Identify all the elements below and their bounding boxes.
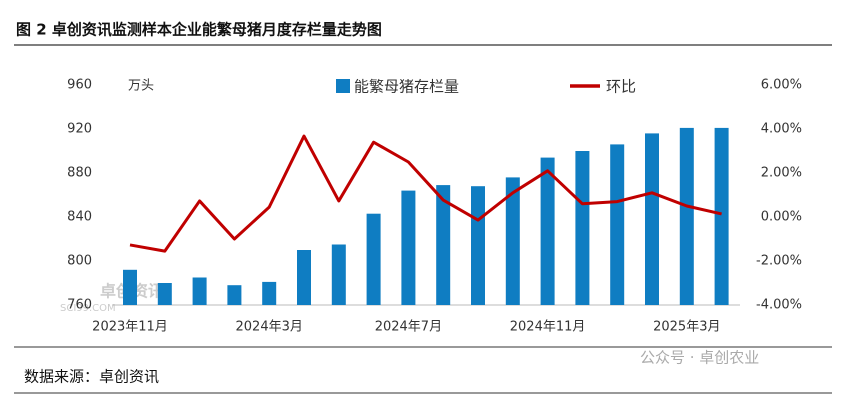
y2-tick-label: 4.00% — [761, 122, 802, 137]
bar — [262, 281, 277, 305]
bar — [192, 277, 207, 305]
legend-label: 环比 — [606, 78, 636, 96]
legend-label: 能繁母猪存栏量 — [354, 78, 459, 96]
x-tick-label: 2024年3月 — [236, 320, 303, 335]
chart-title: 图 2 卓创资讯监测样本企业能繁母猪月度存栏量走势图 — [16, 21, 382, 39]
y2-tick-label: 2.00% — [761, 166, 802, 181]
y-tick-label: 960 — [67, 78, 92, 93]
y-tick-label: 880 — [67, 166, 92, 181]
y2-tick-label: 0.00% — [761, 210, 802, 225]
bar — [157, 283, 172, 305]
y-tick-label: 760 — [67, 298, 92, 313]
bar — [401, 190, 416, 305]
bar — [366, 213, 381, 305]
y-tick-label: 840 — [67, 210, 92, 225]
bar — [540, 157, 555, 305]
bar — [505, 177, 520, 305]
x-tick-label: 2023年11月 — [92, 320, 168, 335]
watermark-account: 公众号 · 卓创农业 — [640, 349, 759, 367]
y2-tick-label: 6.00% — [761, 78, 802, 93]
bar — [575, 151, 590, 305]
x-tick-label: 2024年11月 — [510, 320, 586, 335]
bar — [679, 127, 694, 306]
bar — [471, 186, 485, 305]
line — [129, 134, 722, 253]
y-tick-label: 800 — [67, 254, 92, 269]
bar — [610, 144, 625, 305]
watermark-site: SCI99.COM — [60, 303, 116, 314]
y-tick-label: 920 — [67, 122, 92, 137]
source: 数据来源：卓创资讯 — [24, 368, 159, 386]
x-tick-label: 2024年7月 — [375, 320, 442, 335]
bar — [331, 244, 346, 305]
y2-tick-label: -4.00% — [756, 298, 802, 313]
bar — [714, 127, 729, 306]
x-tick-label: 2025年3月 — [653, 320, 720, 335]
y2-tick-label: -2.00% — [756, 254, 802, 269]
bar — [123, 269, 137, 305]
y-unit: 万头 — [128, 79, 154, 94]
bar — [227, 285, 242, 305]
bar — [645, 133, 659, 305]
bar — [297, 250, 311, 305]
bar — [436, 185, 451, 305]
legend-swatch — [336, 79, 350, 93]
